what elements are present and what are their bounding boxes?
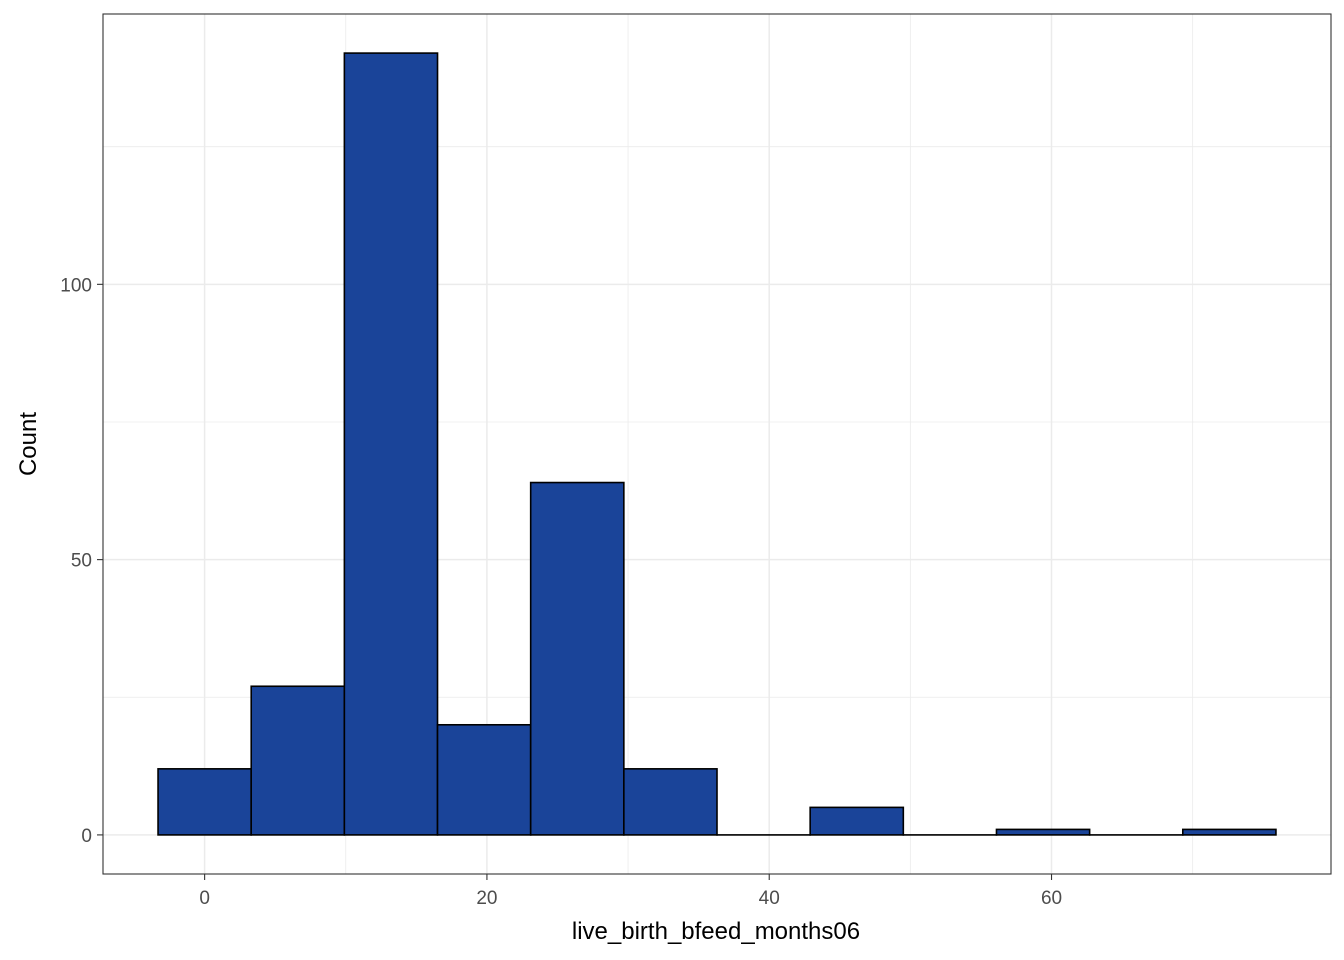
y-tick-label: 0 — [81, 826, 92, 847]
histogram-bar — [995, 828, 1091, 836]
histogram-bars — [157, 52, 1277, 836]
axis-ticks: 0 20 40 60 0 50 100 — [60, 275, 1062, 909]
histogram-bar — [529, 481, 625, 836]
y-tick-label: 50 — [71, 551, 92, 572]
histogram-bar — [343, 52, 439, 836]
y-tick-label: 100 — [60, 275, 92, 296]
x-tick-label: 0 — [199, 888, 210, 909]
histogram-bar — [1181, 828, 1277, 836]
x-axis-title: live_birth_bfeed_months06 — [572, 918, 860, 945]
histogram-bar — [623, 768, 718, 836]
panel-border — [102, 13, 1332, 875]
x-tick-label: 20 — [476, 888, 497, 909]
x-tick-label: 60 — [1041, 888, 1062, 909]
x-tick-label: 40 — [759, 888, 780, 909]
histogram-bar — [809, 806, 905, 836]
y-axis-title: Count — [15, 412, 42, 476]
histogram-bar — [157, 768, 253, 836]
histogram-bar — [250, 685, 346, 836]
histogram-bar — [436, 723, 532, 836]
